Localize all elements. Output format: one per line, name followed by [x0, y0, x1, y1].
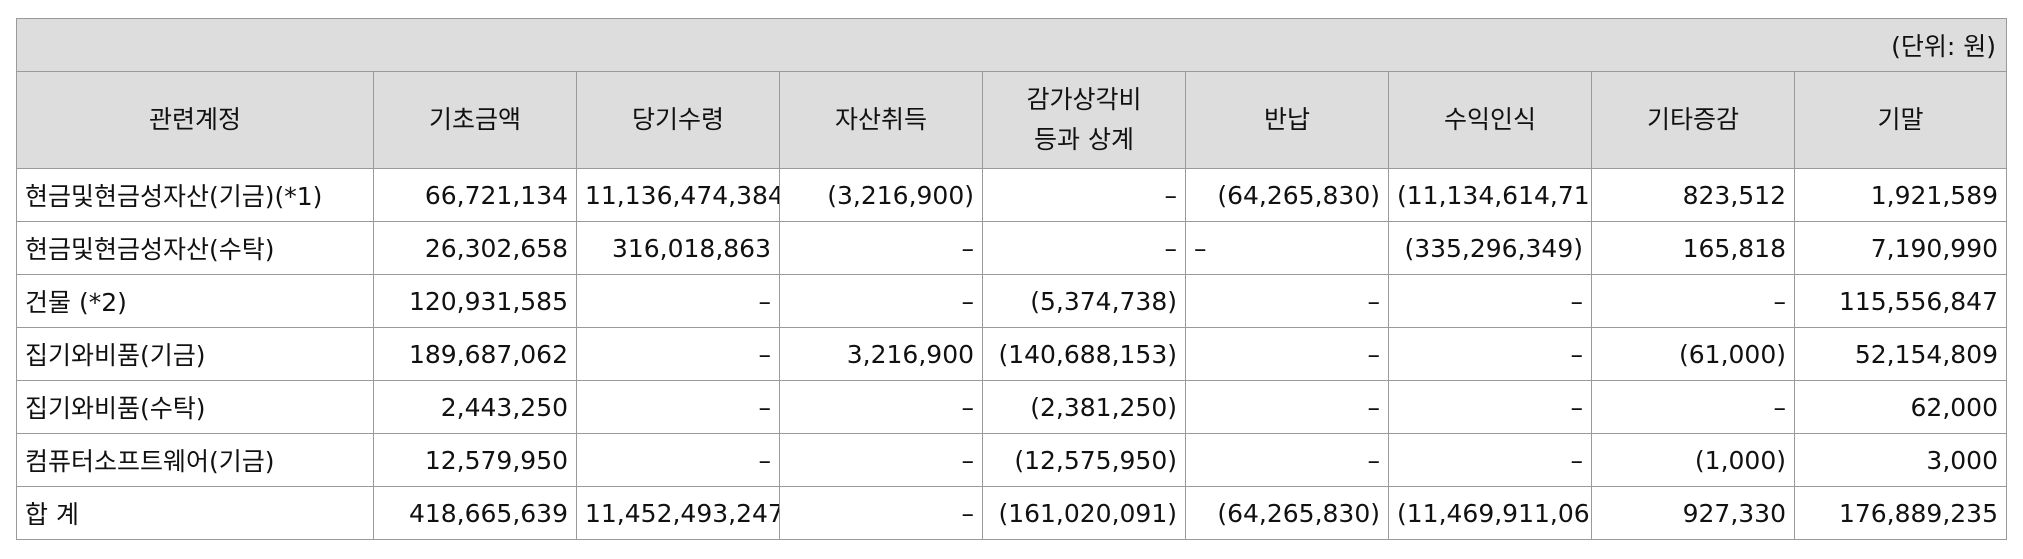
table-cell: – [576, 327, 780, 381]
table-cell: 165,818 [1591, 221, 1795, 275]
table-cell: (3,216,900) [779, 168, 983, 222]
table-cell: – [1185, 327, 1389, 381]
table-row: 건물 (*2) 120,931,585– – (5,374,738) – – –115,55… [16, 274, 2007, 328]
table-row: 컴퓨터소프트웨어(기금) 12,579,950– – (12,575,950) – – (1… [16, 433, 2007, 487]
table-cell: (11,469,911,060) [1388, 486, 1592, 540]
table-cell: – [779, 380, 983, 434]
table-cell: – [779, 274, 983, 328]
table-cell: 26,302,658 [373, 221, 577, 275]
table-cell: – [1185, 380, 1389, 434]
table-cell: 12,579,950 [373, 433, 577, 487]
table-cell: 52,154,809 [1794, 327, 2007, 381]
column-header: 기타증감 [1591, 71, 1795, 169]
column-header: 기초금액 [373, 71, 577, 169]
table-cell: 927,330 [1591, 486, 1795, 540]
column-header: 자산취득 [779, 71, 983, 169]
table-cell: (64,265,830) [1185, 168, 1389, 222]
table-row: 집기와비품(기금) 189,687,062–3,216,900 (140,688,1… [16, 327, 2007, 381]
table-cell: – [1185, 433, 1389, 487]
table-cell: (12,575,950) [982, 433, 1186, 487]
subsidy-table: (단위: 원) 관련계정 기초금액 당기수령 자산취득 감가상각비 등과 상계 반납 수익인식… [16, 18, 2007, 540]
table-cell: 11,136,474,384 [576, 168, 780, 222]
table-cell: 2,443,250 [373, 380, 577, 434]
table-cell: – [982, 168, 1186, 222]
table-cell: (61,000) [1591, 327, 1795, 381]
table-cell: (5,374,738) [982, 274, 1186, 328]
table-cell: – [1388, 327, 1592, 381]
table-cell: (140,688,153) [982, 327, 1186, 381]
table-cell: – [1185, 274, 1389, 328]
table-cell: 316,018,863 [576, 221, 780, 275]
row-label: 집기와비품(수탁) [16, 380, 374, 434]
table-container: (단위: 원) 관련계정 기초금액 당기수령 자산취득 감가상각비 등과 상계 반납 수익인식… [16, 18, 2007, 540]
table-cell: – [1591, 380, 1795, 434]
table-cell: (335,296,349) [1388, 221, 1592, 275]
table-cell: – [1388, 433, 1592, 487]
header-row: 관련계정 기초금액 당기수령 자산취득 감가상각비 등과 상계 반납 수익인식 기타증감 기말 [16, 71, 2007, 169]
table-cell: (2,381,250) [982, 380, 1186, 434]
table-cell: 1,921,589 [1794, 168, 2007, 222]
table-cell: – [576, 380, 780, 434]
table-cell: – [779, 486, 983, 540]
table-cell: – [1185, 221, 1389, 275]
table-cell: – [576, 433, 780, 487]
table-cell: – [1388, 274, 1592, 328]
table-cell: 176,889,235 [1794, 486, 2007, 540]
table-cell: 823,512 [1591, 168, 1795, 222]
table-cell: 3,000 [1794, 433, 2007, 487]
row-label: 현금및현금성자산(수탁) [16, 221, 374, 275]
table-cell: 3,216,900 [779, 327, 983, 381]
table-cell: 66,721,134 [373, 168, 577, 222]
row-label: 집기와비품(기금) [16, 327, 374, 381]
table-row: 현금및현금성자산(기금)(*1) 66,721,134 11,136,474,384… [16, 168, 2007, 222]
table-cell: 418,665,639 [373, 486, 577, 540]
table-cell: – [779, 221, 983, 275]
row-label: 현금및현금성자산(기금)(*1) [16, 168, 374, 222]
table-row: 현금및현금성자산(수탁) 26,302,658 316,018,863– – – (335… [16, 221, 2007, 275]
column-header: 수익인식 [1388, 71, 1592, 169]
row-label: 합 계 [16, 486, 374, 540]
table-cell: – [779, 433, 983, 487]
column-header: 반납 [1185, 71, 1389, 169]
table-cell: 62,000 [1794, 380, 2007, 434]
table-cell: 120,931,585 [373, 274, 577, 328]
row-label: 컴퓨터소프트웨어(기금) [16, 433, 374, 487]
column-header: 감가상각비 등과 상계 [982, 71, 1186, 169]
table-row: 집기와비품(수탁) 2,443,250– – (2,381,250) – – –62,000 [16, 380, 2007, 434]
table-cell: (64,265,830) [1185, 486, 1389, 540]
column-header: 당기수령 [576, 71, 780, 169]
table-cell: 7,190,990 [1794, 221, 2007, 275]
column-header: 관련계정 [16, 71, 374, 169]
table-row: 합 계 418,665,639 11,452,493,247– (161,020,09… [16, 486, 2007, 540]
table-cell: (1,000) [1591, 433, 1795, 487]
row-label: 건물 (*2) [16, 274, 374, 328]
table-cell: – [576, 274, 780, 328]
table-cell: – [1591, 274, 1795, 328]
table-cell: 11,452,493,247 [576, 486, 780, 540]
table-cell: 115,556,847 [1794, 274, 2007, 328]
table-cell: (161,020,091) [982, 486, 1186, 540]
table-cell: 189,687,062 [373, 327, 577, 381]
table-cell: – [982, 221, 1186, 275]
unit-row: (단위: 원) [16, 18, 2007, 72]
unit-label: (단위: 원) [16, 18, 2007, 72]
table-cell: (11,134,614,711) [1388, 168, 1592, 222]
table-cell: – [1388, 380, 1592, 434]
column-header: 기말 [1794, 71, 2007, 169]
